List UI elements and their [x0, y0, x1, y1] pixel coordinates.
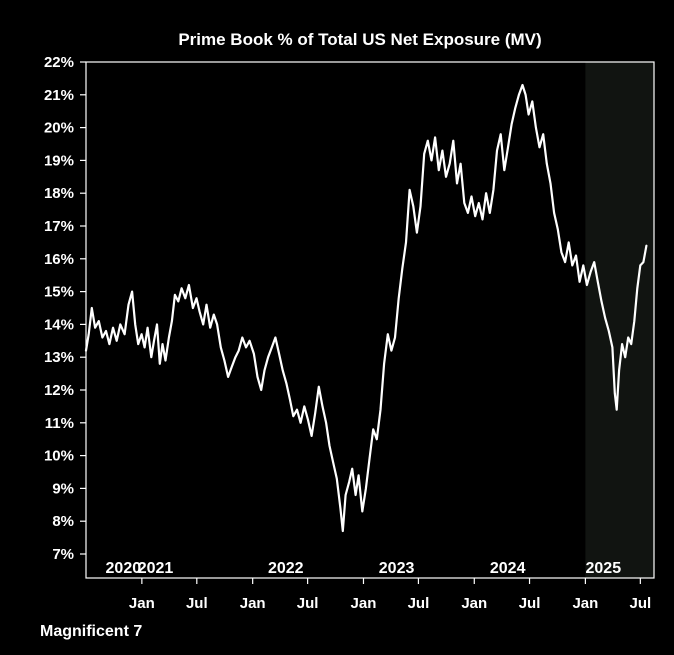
- year-label: 2020: [106, 560, 142, 577]
- year-label: 2022: [268, 560, 304, 577]
- y-tick-label: 15%: [44, 284, 74, 301]
- y-tick-label: 18%: [44, 185, 74, 202]
- y-tick-label: 12%: [44, 382, 74, 399]
- year-label: 2025: [586, 560, 622, 577]
- series-line: [84, 83, 648, 533]
- x-tick-label: Jul: [297, 595, 319, 612]
- y-tick-label: 17%: [44, 218, 74, 235]
- x-tick-label: Jul: [186, 595, 208, 612]
- y-tick-label: 19%: [44, 152, 74, 169]
- shaded-region: [585, 62, 654, 578]
- x-tick-label: Jan: [572, 595, 598, 612]
- x-tick-label: Jul: [629, 595, 651, 612]
- x-tick-label: Jan: [240, 595, 266, 612]
- year-label: 2023: [379, 560, 415, 577]
- x-tick-label: Jan: [129, 595, 155, 612]
- year-label: 2024: [490, 560, 526, 577]
- y-tick-label: 7%: [52, 546, 74, 563]
- y-tick-label: 22%: [44, 54, 74, 71]
- plot-frame: [85, 61, 655, 579]
- x-tick-label: Jul: [408, 595, 430, 612]
- y-tick-label: 14%: [44, 316, 74, 333]
- footer-label: Magnificent 7: [40, 623, 142, 640]
- y-tick-label: 20%: [44, 120, 74, 137]
- y-tick-label: 16%: [44, 251, 74, 268]
- y-tick-label: 8%: [52, 513, 74, 530]
- x-tick-label: Jan: [351, 595, 377, 612]
- chart-title: Prime Book % of Total US Net Exposure (M…: [178, 30, 541, 49]
- y-tick-label: 11%: [45, 415, 74, 432]
- year-label: 2021: [138, 560, 174, 577]
- y-tick-label: 21%: [44, 87, 74, 104]
- x-tick-label: Jan: [461, 595, 487, 612]
- y-tick-label: 13%: [44, 349, 74, 366]
- y-tick-label: 9%: [52, 480, 74, 497]
- x-tick-label: Jul: [519, 595, 541, 612]
- y-tick-label: 10%: [44, 448, 74, 465]
